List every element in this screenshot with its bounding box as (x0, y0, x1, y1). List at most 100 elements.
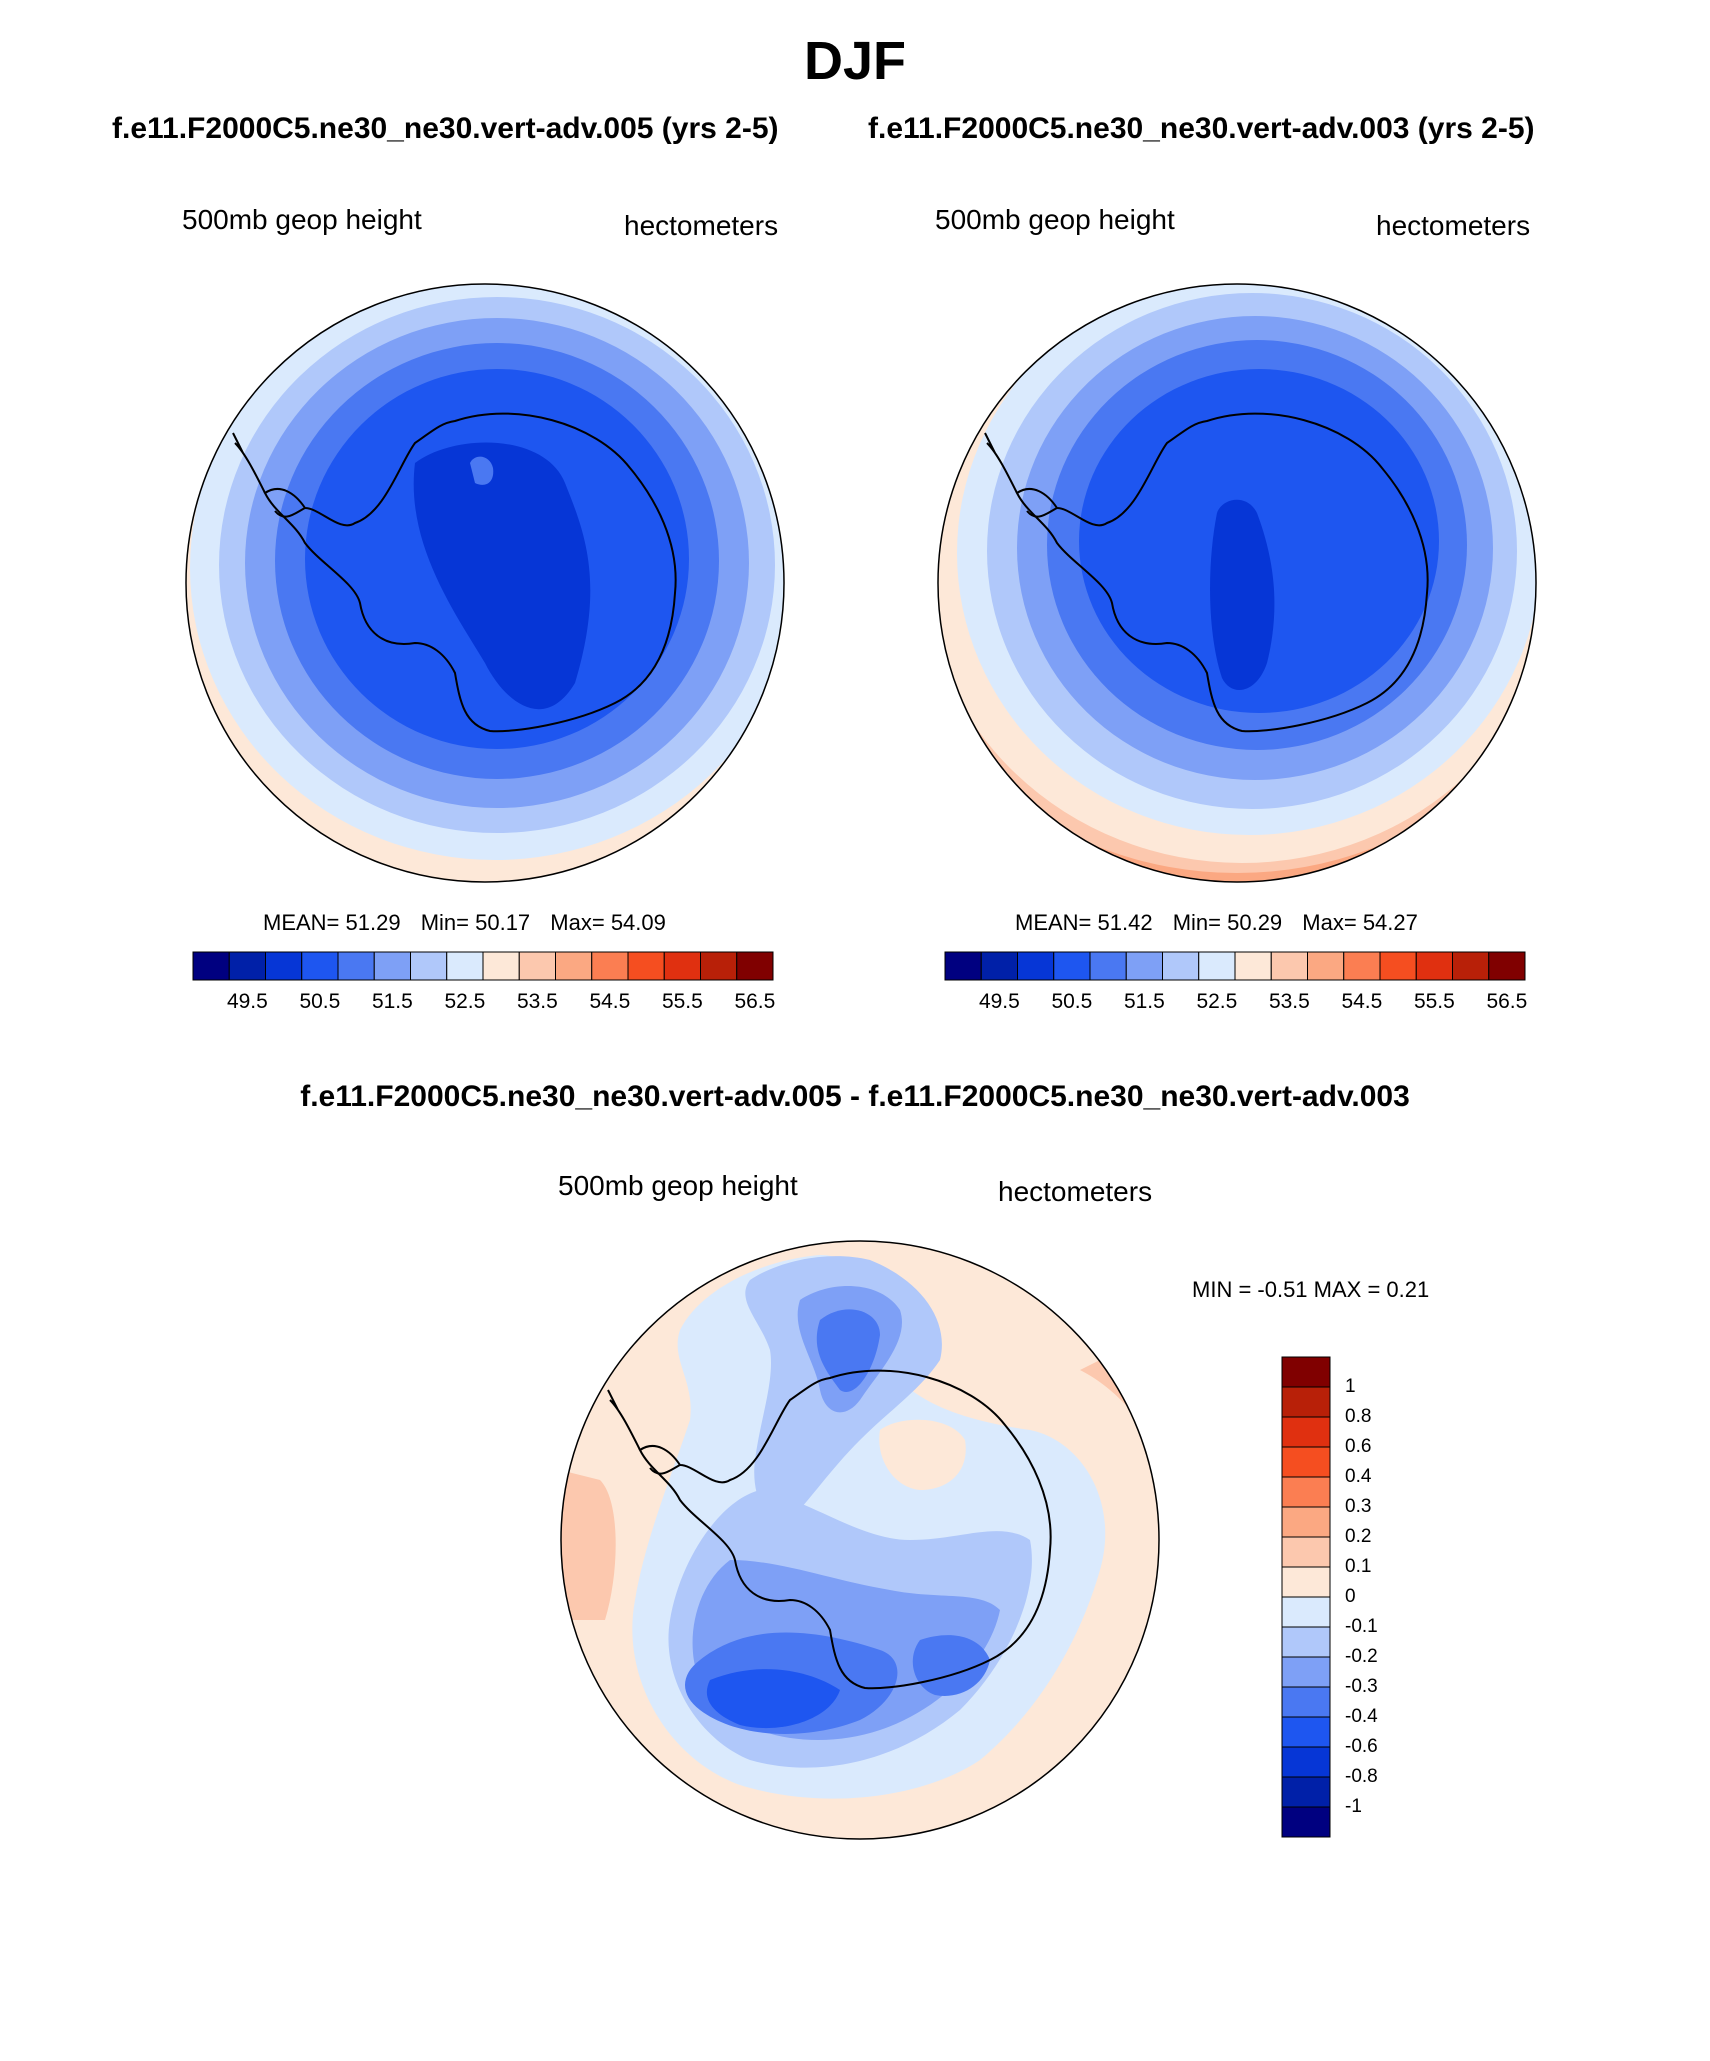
diff-tick: -1 (1345, 1796, 1362, 1817)
colorbar-swatch (555, 951, 593, 981)
colorbar-swatch (1379, 951, 1417, 981)
case-title-right: f.e11.F2000C5.ne30_ne30.vert-adv.003 (yr… (868, 112, 1535, 145)
case-title-left: f.e11.F2000C5.ne30_ne30.vert-adv.005 (yr… (112, 112, 779, 145)
diff-colorbar-swatch (1281, 1386, 1331, 1418)
panel1-antarctica-coastline (263, 412, 677, 733)
panel2-colorbar-ticks: 49.5 50.5 51.5 52.5 53.5 54.5 55.5 56.5 (945, 990, 1528, 1020)
diff-colorbar-swatch (1281, 1506, 1331, 1538)
colorbar-swatch (482, 951, 520, 981)
colorbar-swatch (301, 951, 339, 981)
colorbar-swatch (1089, 951, 1127, 981)
colorbar-swatch (1234, 951, 1272, 981)
panel2-units-label: hectometers (1376, 210, 1531, 241)
diff-tick: -0.6 (1345, 1736, 1378, 1757)
panel1-mean: MEAN= 51.29 (263, 910, 401, 935)
colorbar-swatch (1270, 951, 1308, 981)
diff-colorbar-swatch (1281, 1656, 1331, 1688)
panel2-variable-label: 500mb geop height (935, 204, 1175, 235)
diff-colorbar-swatch (1281, 1536, 1331, 1568)
colorbar-swatch (663, 951, 701, 981)
diff-colorbar-swatch (1281, 1686, 1331, 1718)
panel2-antarctica-coastline (1015, 412, 1429, 733)
diff-colorbar-swatch (1281, 1446, 1331, 1478)
panel1-tick: 54.5 (589, 990, 631, 1013)
diff-colorbar-swatch (1281, 1416, 1331, 1448)
colorbar-swatch (1343, 951, 1381, 981)
colorbar-swatch (591, 951, 629, 981)
panel1-tick: 55.5 (661, 990, 703, 1013)
panel2-tick: 56.5 (1486, 990, 1528, 1013)
diff-tick: 0.3 (1345, 1496, 1372, 1517)
panel1-colorbar-ticks: 49.5 50.5 51.5 52.5 53.5 54.5 55.5 56.5 (193, 990, 776, 1020)
diff-colorbar-swatch (1281, 1356, 1331, 1388)
panel2-tick: 55.5 (1413, 990, 1455, 1013)
panel2-polar-map (937, 283, 1537, 883)
diff-units-label: hectometers (998, 1176, 1153, 1207)
colorbar-swatch (1125, 951, 1163, 981)
colorbar-swatch (1053, 951, 1091, 981)
panel2-tick: 50.5 (1051, 990, 1093, 1013)
colorbar-swatch (410, 951, 448, 981)
diff-tick: -0.1 (1345, 1616, 1378, 1637)
panel2-tick: 49.5 (978, 990, 1020, 1013)
panel2-min: Min= 50.29 (1172, 910, 1283, 935)
diff-tick: -0.2 (1345, 1646, 1378, 1667)
diff-colorbar-ticks: 1 0.8 0.6 0.4 0.3 0.2 0.1 0 -0.1 -0.2 -0… (1345, 1357, 1425, 1837)
panel1-tick: 56.5 (734, 990, 776, 1013)
colorbar-swatch (192, 951, 230, 981)
colorbar-swatch (518, 951, 556, 981)
diff-tick: 1 (1345, 1376, 1356, 1397)
diff-tick: 0.2 (1345, 1526, 1372, 1547)
diff-colorbar-swatch (1281, 1596, 1331, 1628)
panel2-max: Max= 54.27 (1302, 910, 1418, 935)
panel2-tick: 51.5 (1123, 990, 1165, 1013)
panel1-variable-label: 500mb geop height (182, 204, 422, 235)
panel2-colorbar (944, 951, 1526, 981)
diff-polar-map (560, 1240, 1160, 1840)
diff-tick: 0.1 (1345, 1556, 1372, 1577)
colorbar-swatch (736, 951, 774, 981)
panel1-stats: MEAN= 51.29 Min= 50.17 Max= 54.09 (263, 910, 680, 936)
diff-tick: 0.4 (1345, 1466, 1372, 1487)
panel1-tick: 50.5 (299, 990, 341, 1013)
diff-antarctica-coastline (638, 1369, 1052, 1690)
diff-minmax: MIN = -0.51 MAX = 0.21 (1192, 1277, 1430, 1302)
colorbar-swatch (944, 951, 982, 981)
colorbar-swatch (228, 951, 266, 981)
panel1-tick: 49.5 (226, 990, 268, 1013)
diff-tick: -0.4 (1345, 1706, 1378, 1727)
panel1-colorbar (192, 951, 774, 981)
colorbar-swatch (700, 951, 738, 981)
panel1-tick: 53.5 (516, 990, 558, 1013)
diff-tick: 0.6 (1345, 1436, 1372, 1457)
colorbar-swatch (1017, 951, 1055, 981)
diff-colorbar-swatch (1281, 1746, 1331, 1778)
colorbar-swatch (1488, 951, 1526, 981)
panel2-tick: 53.5 (1268, 990, 1310, 1013)
diff-tick: -0.8 (1345, 1766, 1378, 1787)
diff-colorbar (1281, 1356, 1331, 1838)
diff-variable-label: 500mb geop height (558, 1170, 798, 1201)
panel1-polar-map (185, 283, 785, 883)
colorbar-swatch (373, 951, 411, 981)
panel1-units-label: hectometers (624, 210, 779, 241)
colorbar-swatch (627, 951, 665, 981)
panel2-stats: MEAN= 51.42 Min= 50.29 Max= 54.27 (1015, 910, 1432, 936)
panel1-tick: 52.5 (444, 990, 486, 1013)
diff-tick: 0.8 (1345, 1406, 1372, 1427)
colorbar-swatch (980, 951, 1018, 981)
panel2-mean: MEAN= 51.42 (1015, 910, 1153, 935)
colorbar-swatch (1162, 951, 1200, 981)
main-title: DJF (803, 31, 906, 91)
diff-colorbar-swatch (1281, 1476, 1331, 1508)
panel1-tick: 51.5 (371, 990, 413, 1013)
colorbar-swatch (446, 951, 484, 981)
diff-colorbar-swatch (1281, 1806, 1331, 1838)
diff-colorbar-swatch (1281, 1626, 1331, 1658)
colorbar-swatch (1198, 951, 1236, 981)
diff-tick: 0 (1345, 1586, 1356, 1607)
difference-title: f.e11.F2000C5.ne30_ne30.vert-adv.005 - f… (300, 1080, 1410, 1113)
colorbar-swatch (265, 951, 303, 981)
panel1-min: Min= 50.17 (420, 910, 531, 935)
diff-colorbar-swatch (1281, 1776, 1331, 1808)
